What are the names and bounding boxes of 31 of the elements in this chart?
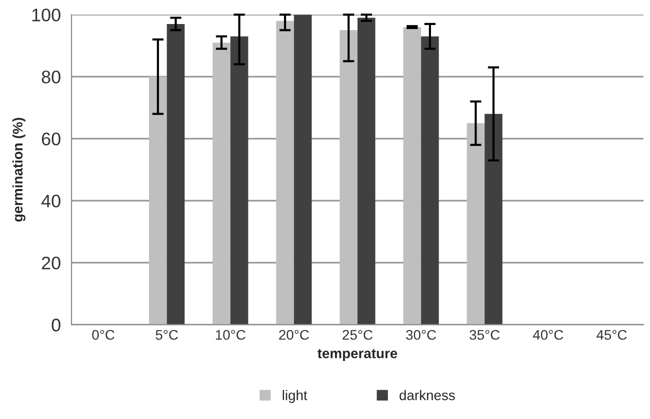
x-tick-label: 45°C — [596, 330, 627, 340]
y-tick-label: 40 — [41, 194, 60, 208]
y-axis-title: germination (%) — [12, 118, 26, 222]
y-tick-label: 20 — [42, 256, 60, 270]
bar — [212, 42, 230, 325]
bar — [340, 30, 358, 325]
x-tick-label: 0°C — [92, 330, 114, 340]
x-tick-label: 10°C — [216, 330, 246, 340]
x-tick-label: 20°C — [279, 330, 309, 340]
bar — [149, 76, 167, 325]
y-tick-label: 0 — [52, 318, 60, 332]
legend-label: darkness — [400, 390, 455, 400]
x-tick-label: 30°C — [406, 330, 436, 340]
bar — [466, 123, 485, 325]
x-tick-label: 5°C — [156, 330, 178, 340]
bar — [403, 27, 422, 325]
x-axis-title: temperature — [318, 349, 398, 362]
bar — [484, 114, 502, 325]
legend-label: light — [282, 390, 308, 403]
y-tick-label: 100 — [32, 8, 60, 22]
bar — [358, 18, 376, 325]
x-tick-label: 25°C — [342, 330, 372, 340]
x-tick-label: 40°C — [532, 330, 564, 340]
y-tick-label: 60 — [42, 132, 60, 146]
bar — [230, 36, 248, 325]
bar — [276, 20, 294, 325]
x-tick-label: 35°C — [470, 330, 500, 340]
bar — [421, 36, 439, 325]
bar — [166, 24, 185, 325]
bar — [294, 14, 312, 325]
y-tick-label: 80 — [42, 70, 60, 84]
